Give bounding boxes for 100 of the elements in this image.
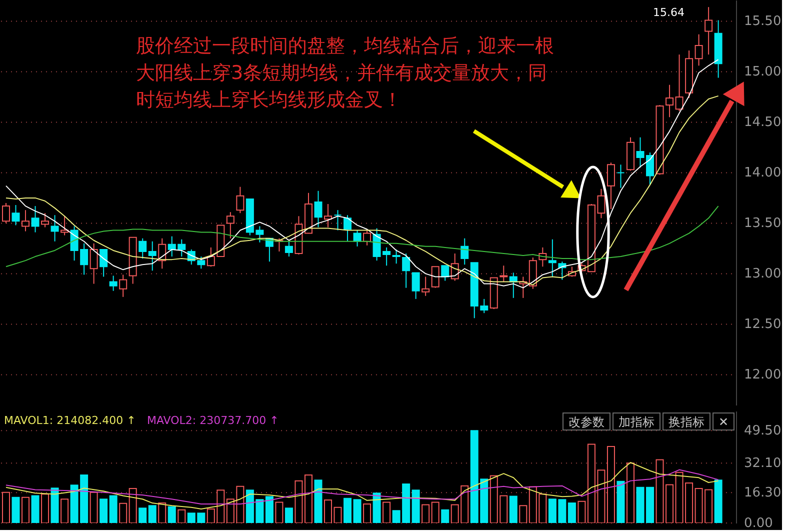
candlestick bbox=[138, 238, 147, 260]
bar bbox=[100, 498, 108, 523]
candlestick bbox=[148, 240, 156, 272]
candlestick bbox=[109, 275, 118, 292]
candlestick bbox=[402, 253, 410, 288]
y-tick-label: 14.50 bbox=[744, 115, 782, 130]
bar bbox=[138, 508, 147, 523]
y-tick-label: 0.00 bbox=[744, 516, 773, 531]
candlestick bbox=[431, 266, 440, 288]
bar bbox=[128, 488, 137, 523]
annotation: ✕ bbox=[718, 415, 729, 429]
bar bbox=[178, 509, 186, 523]
bar bbox=[12, 496, 20, 523]
candlestick bbox=[606, 162, 615, 210]
candlestick bbox=[460, 238, 469, 266]
text: MAVOL2: 230737.700 ↑ bbox=[147, 414, 279, 427]
candlestick bbox=[314, 190, 322, 228]
candlestick bbox=[500, 265, 508, 282]
candlestick bbox=[324, 204, 332, 228]
bar bbox=[382, 502, 391, 523]
bar bbox=[334, 506, 342, 523]
candlestick bbox=[548, 238, 556, 278]
candlestick bbox=[616, 164, 625, 188]
bar bbox=[294, 480, 303, 523]
bar bbox=[90, 492, 98, 523]
candlestick bbox=[12, 204, 20, 226]
bar bbox=[422, 504, 430, 523]
y-tick-label: 49.50 bbox=[744, 424, 782, 439]
bar bbox=[412, 490, 420, 523]
y-tick-label: 16.30 bbox=[744, 486, 782, 501]
candlestick bbox=[392, 248, 400, 264]
candlestick bbox=[675, 54, 684, 112]
bar bbox=[353, 499, 362, 523]
candlestick bbox=[441, 265, 450, 282]
bar bbox=[22, 496, 30, 523]
bar bbox=[568, 502, 576, 523]
bar bbox=[509, 496, 518, 523]
candlestick bbox=[344, 214, 352, 242]
bar bbox=[284, 508, 293, 523]
candlestick bbox=[226, 212, 234, 239]
bar bbox=[275, 502, 284, 523]
candlestick bbox=[363, 228, 372, 246]
y-tick-label: 12.50 bbox=[744, 317, 782, 332]
candlestick bbox=[422, 276, 430, 296]
bar bbox=[304, 474, 312, 523]
candlestick bbox=[41, 212, 50, 228]
bar bbox=[50, 488, 59, 523]
candlestick bbox=[22, 210, 30, 232]
line-series bbox=[6, 462, 719, 510]
bar bbox=[314, 480, 322, 523]
bar bbox=[158, 502, 166, 523]
candlestick bbox=[694, 34, 703, 66]
bar bbox=[626, 462, 634, 523]
y-tick-label: 15.50 bbox=[744, 14, 782, 30]
bar bbox=[578, 500, 586, 523]
bar bbox=[616, 480, 625, 523]
candlestick bbox=[236, 186, 244, 214]
annotation: 股价经过一段时间的盘整，均线粘合后，迎来一根 bbox=[136, 35, 554, 57]
line-series bbox=[6, 206, 719, 268]
bar bbox=[372, 492, 381, 523]
bar bbox=[606, 446, 615, 523]
y-tick-label: 14.00 bbox=[744, 166, 782, 181]
bar bbox=[519, 505, 528, 523]
text: MAVOL1: 214082.400 ↑ bbox=[4, 414, 136, 427]
candlestick bbox=[704, 6, 713, 56]
candlestick bbox=[50, 214, 59, 242]
bar bbox=[109, 495, 118, 523]
candlestick bbox=[31, 206, 40, 233]
annotation: 换指标 bbox=[668, 415, 704, 429]
annotation: 大阳线上穿3条短期均线，并伴有成交量放大，同 bbox=[136, 62, 548, 84]
candlestick bbox=[334, 210, 342, 231]
y-tick-label: 32.10 bbox=[744, 456, 782, 472]
bar bbox=[441, 509, 450, 523]
annotation: 时短均线上穿长均线形成金叉！ bbox=[136, 89, 402, 111]
bar bbox=[60, 498, 69, 523]
candlestick bbox=[60, 216, 69, 236]
y-tick-label: 15.00 bbox=[744, 64, 782, 80]
annotation: 15.64 bbox=[653, 6, 685, 20]
bar bbox=[324, 500, 332, 523]
y-tick-label: 13.00 bbox=[744, 266, 782, 282]
bar bbox=[168, 506, 176, 523]
candlestick bbox=[90, 242, 98, 284]
candlestick bbox=[284, 240, 293, 258]
bar bbox=[714, 480, 722, 523]
candlestick bbox=[412, 272, 420, 300]
bar bbox=[344, 498, 352, 523]
bar bbox=[265, 496, 274, 523]
annotation: 加指标 bbox=[618, 415, 654, 429]
y-tick-label: 13.50 bbox=[744, 216, 782, 232]
bar bbox=[363, 503, 372, 523]
line-series bbox=[6, 469, 719, 504]
bar bbox=[431, 502, 440, 523]
bar bbox=[148, 505, 156, 523]
bar bbox=[41, 494, 50, 523]
candlestick bbox=[119, 274, 128, 298]
bar bbox=[31, 495, 40, 523]
candlestick bbox=[509, 272, 518, 298]
y-tick-label: 12.00 bbox=[744, 368, 782, 383]
annotation: 改参数 bbox=[568, 415, 604, 429]
candlestick bbox=[100, 248, 108, 278]
